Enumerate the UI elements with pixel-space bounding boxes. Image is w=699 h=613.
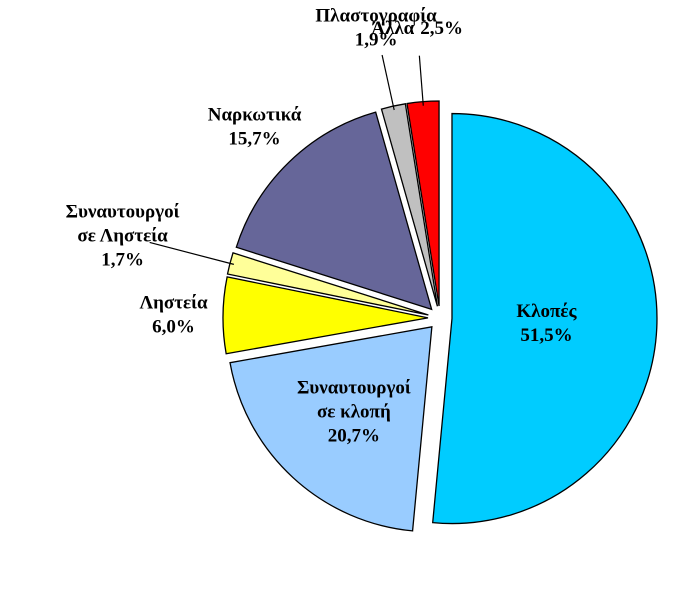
category-label: Πλαστογραφία <box>315 6 437 27</box>
value-label: 15,7% <box>228 129 280 150</box>
value-label: 20,7% <box>328 425 380 446</box>
leader-line <box>381 54 395 111</box>
slice-label: Πλαστογραφία 1,9% <box>315 6 437 51</box>
value-label: 1,9% <box>355 30 398 51</box>
value-label: 2,5% <box>420 18 463 39</box>
pie-slice <box>235 111 433 311</box>
category-label: Ληστεία <box>139 293 208 314</box>
slice-label: Ναρκωτικά 15,7% <box>208 105 302 150</box>
category-label-part: σε κλοπή <box>317 401 391 422</box>
category-label: Ναρκωτικά <box>208 105 302 126</box>
category-label: Συναυτουργοί σε Ληστεία <box>66 201 180 246</box>
category-label-part: Συναυτουργοί <box>297 377 411 398</box>
value-label: 1,7% <box>101 249 144 270</box>
value-label: 51,5% <box>520 325 572 346</box>
category-label: Συναυτουργοί σε κλοπή <box>297 377 411 422</box>
category-label: Κλοπές <box>516 301 577 322</box>
pie-slice <box>431 112 658 525</box>
slice-label: Συναυτουργοί σε κλοπή 20,7% <box>297 377 411 446</box>
leader-line <box>418 55 424 106</box>
leader-line <box>149 241 235 265</box>
pie-slice <box>222 276 429 355</box>
category-label-part: Συναυτουργοί <box>66 201 180 222</box>
category-label: Άλλα <box>371 18 414 39</box>
slice-label: Ληστεία 6,0% <box>139 293 208 338</box>
slice-label: Συναυτουργοί σε Ληστεία 1,7% <box>66 201 180 270</box>
pie-slice <box>229 326 433 532</box>
slice-label: Κλοπές 51,5% <box>516 301 577 346</box>
slice-label: Άλλα 2,5% <box>371 18 463 39</box>
category-label-part: σε Ληστεία <box>77 225 168 246</box>
value-label: 6,0% <box>152 317 195 338</box>
